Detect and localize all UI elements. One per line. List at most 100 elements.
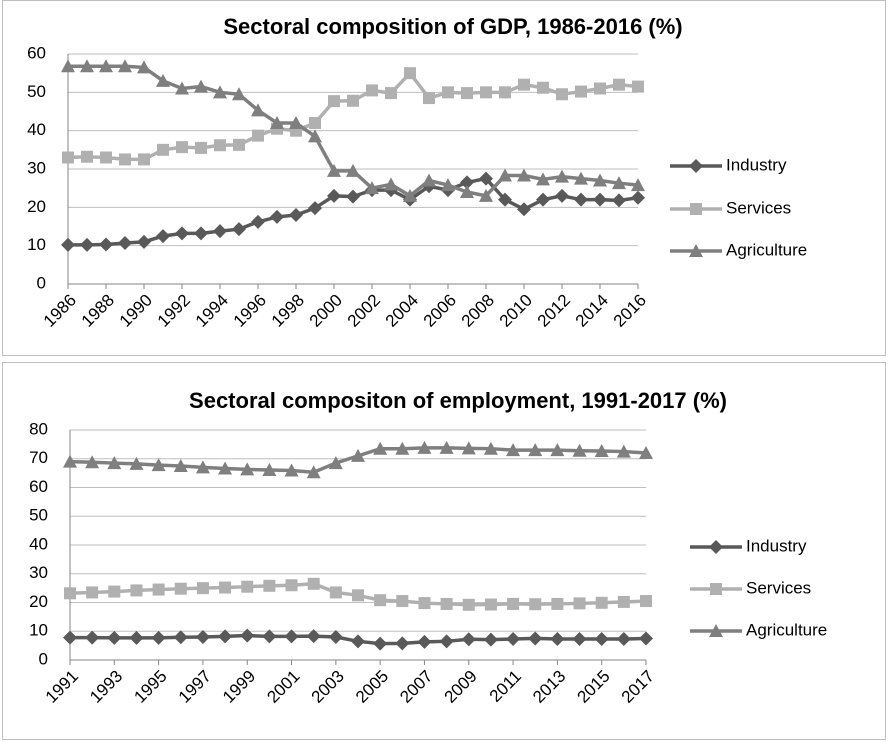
marker [262,462,277,476]
marker [498,192,512,207]
marker [418,597,431,610]
marker [213,85,227,99]
marker [81,150,93,163]
marker [480,86,492,99]
y-tick-label: 70 [29,448,48,467]
marker [593,173,607,187]
marker [232,222,246,237]
marker [529,598,542,611]
marker [384,177,398,191]
y-tick-label: 10 [27,235,46,254]
marker [218,629,233,644]
marker [556,88,568,101]
marker [689,159,703,173]
marker [639,446,653,459]
marker [537,81,549,94]
marker [289,208,303,222]
marker [613,78,625,91]
marker [285,579,298,592]
marker [593,192,607,207]
marker [594,632,609,647]
y-tick-label: 40 [29,534,48,553]
chart-frame [2,362,886,740]
marker [194,226,208,241]
y-tick-label: 30 [27,158,46,177]
marker [574,171,588,185]
marker [639,631,653,646]
marker [518,78,530,91]
marker [129,456,144,470]
marker [289,116,303,129]
y-tick-label: 20 [29,592,48,611]
marker [351,634,365,649]
marker [555,169,569,183]
marker [232,87,246,101]
marker [85,630,100,645]
marker [536,172,550,186]
y-tick-label: 30 [29,563,48,582]
marker [63,630,77,645]
marker [118,235,132,250]
marker [61,237,75,252]
marker [373,636,388,651]
marker [262,629,277,644]
marker [517,168,531,182]
marker [689,244,703,257]
marker [573,597,586,610]
marker [156,73,170,87]
marker [631,178,645,192]
chart-title: Sectoral compositon of employment, 1991-… [189,388,727,413]
marker [306,629,321,644]
marker [373,441,388,455]
marker [309,117,321,129]
marker [506,443,521,457]
marker [151,630,166,645]
marker [422,173,436,187]
marker [328,95,340,108]
marker [252,129,264,142]
marker [462,598,475,611]
marker [306,465,321,479]
marker [214,139,226,152]
marker [395,636,410,651]
marker [251,103,265,117]
marker [307,577,320,590]
marker [365,181,379,195]
marker [594,443,609,457]
marker [284,629,299,644]
marker [616,632,631,647]
marker [479,171,493,186]
marker [284,463,299,477]
marker [616,444,631,458]
y-tick-label: 0 [37,273,46,292]
marker [327,188,341,203]
marker [575,85,587,98]
marker [327,163,341,177]
marker [441,178,455,192]
marker [173,630,188,645]
marker [351,448,365,462]
legend-label: Services [726,198,791,217]
marker [709,624,723,637]
marker [64,587,76,600]
marker [612,176,626,190]
marker [100,151,112,164]
marker [404,67,416,80]
y-tick-label: 20 [27,197,46,216]
chart-frame [2,0,886,356]
marker [308,201,322,216]
marker [308,129,322,143]
marker [346,163,360,177]
marker [80,59,94,73]
marker [263,579,276,592]
marker [63,454,77,468]
marker [374,594,387,607]
marker [240,628,255,643]
marker [479,188,493,202]
marker [218,461,233,475]
marker [439,440,454,454]
marker [461,632,476,647]
legend-label: Agriculture [746,620,827,639]
marker [241,580,254,593]
marker [640,595,652,608]
